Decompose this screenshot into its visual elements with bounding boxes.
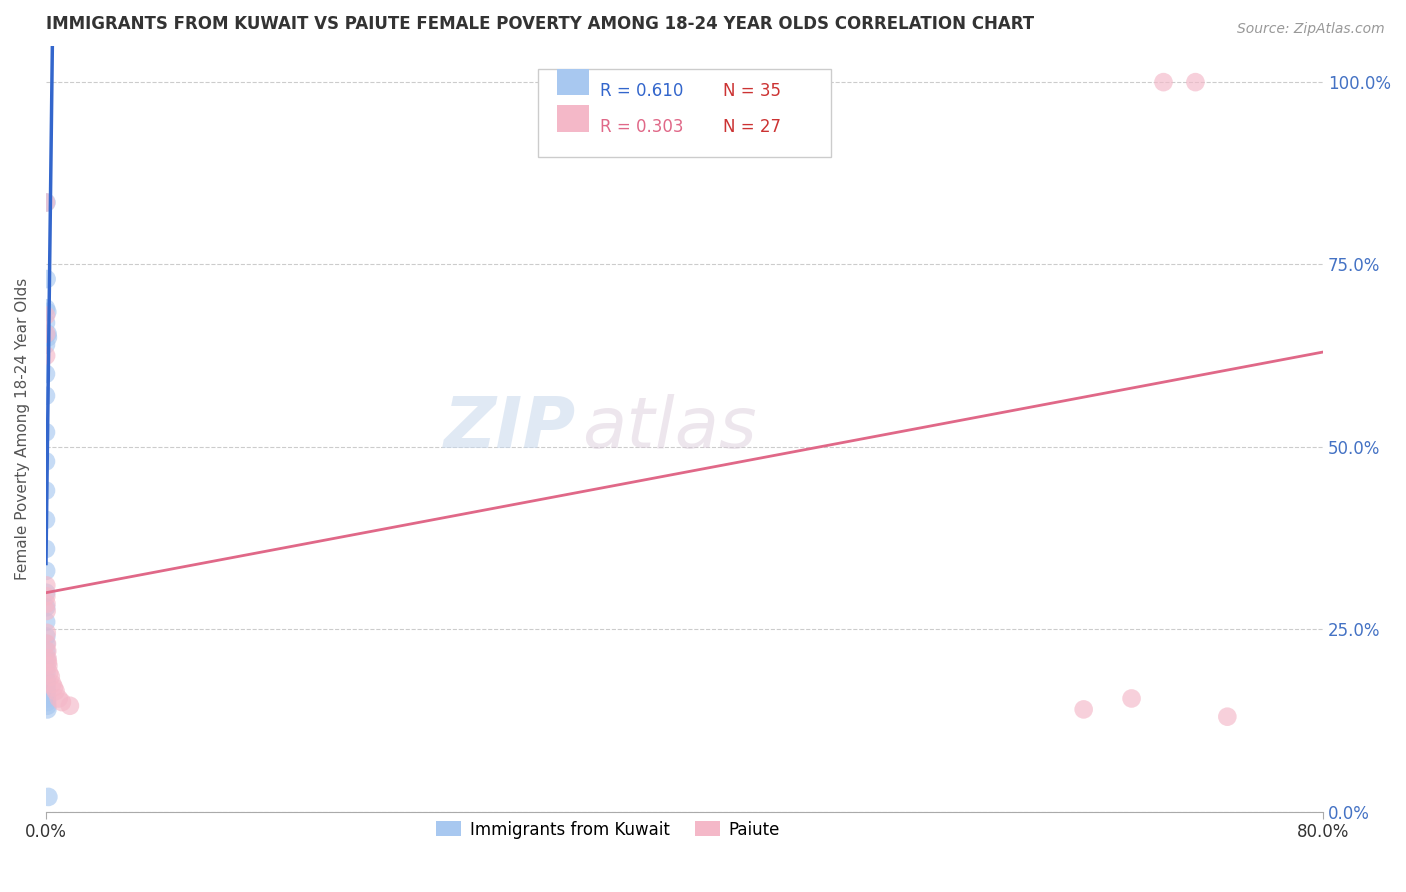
Text: Source: ZipAtlas.com: Source: ZipAtlas.com — [1237, 22, 1385, 37]
Point — [1153, 75, 1175, 89]
Point — [51, 695, 73, 709]
Point — [35, 337, 58, 351]
Point — [37, 702, 59, 716]
Point — [35, 541, 58, 556]
Point — [35, 454, 58, 468]
Point — [35, 483, 58, 498]
FancyBboxPatch shape — [557, 69, 589, 95]
Point — [35, 564, 58, 578]
Point — [37, 326, 59, 341]
Point — [37, 651, 59, 665]
Point — [35, 349, 58, 363]
Point — [35, 272, 58, 286]
Text: ZIP: ZIP — [444, 394, 576, 463]
Point — [35, 615, 58, 629]
Point — [35, 578, 58, 592]
Point — [37, 305, 59, 319]
Point — [35, 630, 58, 644]
Point — [37, 658, 59, 673]
Point — [35, 600, 58, 615]
Point — [37, 698, 59, 713]
FancyBboxPatch shape — [537, 69, 831, 157]
Point — [35, 367, 58, 381]
Point — [35, 425, 58, 440]
Point — [35, 389, 58, 403]
Point — [35, 301, 58, 316]
Point — [35, 684, 58, 698]
Point — [35, 604, 58, 618]
Point — [35, 691, 58, 706]
Text: IMMIGRANTS FROM KUWAIT VS PAIUTE FEMALE POVERTY AMONG 18-24 YEAR OLDS CORRELATIO: IMMIGRANTS FROM KUWAIT VS PAIUTE FEMALE … — [46, 15, 1033, 33]
FancyBboxPatch shape — [557, 105, 589, 132]
Point — [35, 665, 58, 680]
Point — [35, 513, 58, 527]
Point — [37, 789, 59, 804]
Text: R = 0.303: R = 0.303 — [600, 119, 683, 136]
Point — [35, 195, 58, 210]
Text: N = 27: N = 27 — [723, 119, 780, 136]
Point — [35, 326, 58, 341]
Point — [35, 681, 58, 695]
Point — [1121, 691, 1143, 706]
Point — [38, 665, 60, 680]
Text: R = 0.610: R = 0.610 — [600, 82, 683, 100]
Point — [35, 195, 58, 210]
Point — [35, 688, 58, 702]
Point — [48, 691, 70, 706]
Point — [35, 309, 58, 323]
Point — [1073, 702, 1095, 716]
Point — [41, 677, 63, 691]
Point — [45, 684, 67, 698]
Point — [37, 644, 59, 658]
Point — [35, 590, 58, 604]
Point — [35, 316, 58, 330]
Text: N = 35: N = 35 — [723, 82, 780, 100]
Point — [35, 585, 58, 599]
Point — [35, 658, 58, 673]
Point — [35, 637, 58, 651]
Point — [59, 698, 82, 713]
Point — [35, 625, 58, 640]
Point — [35, 644, 58, 658]
Point — [37, 330, 59, 344]
Point — [35, 637, 58, 651]
Point — [35, 695, 58, 709]
Point — [35, 597, 58, 611]
Point — [42, 681, 65, 695]
Point — [37, 655, 59, 669]
Point — [39, 669, 62, 683]
Legend: Immigrants from Kuwait, Paiute: Immigrants from Kuwait, Paiute — [430, 814, 786, 846]
Text: atlas: atlas — [582, 394, 756, 463]
Y-axis label: Female Poverty Among 18-24 Year Olds: Female Poverty Among 18-24 Year Olds — [15, 277, 30, 580]
Point — [35, 673, 58, 688]
Point — [35, 677, 58, 691]
Point — [1184, 75, 1206, 89]
Point — [1216, 709, 1239, 723]
Point — [35, 651, 58, 665]
